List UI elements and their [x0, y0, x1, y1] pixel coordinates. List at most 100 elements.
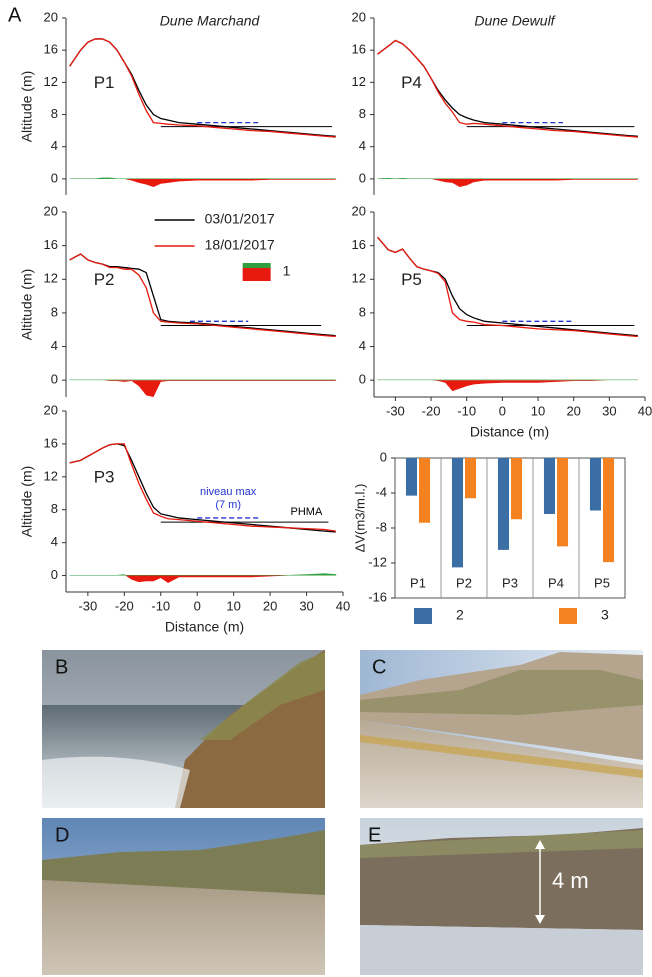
legend-swatch-positive: [242, 263, 271, 268]
difference-area-positive: [69, 177, 337, 179]
profile-line: [69, 38, 336, 138]
y-tick-label: 12: [44, 468, 58, 483]
photo: B: [42, 650, 325, 808]
profile-line: [377, 39, 638, 138]
y-tick-label: 16: [352, 42, 366, 57]
legend-swatch-negative: [242, 268, 271, 281]
legend-swatch: [559, 608, 577, 624]
photo-label: D: [55, 824, 69, 846]
difference-area-negative: [125, 575, 289, 583]
profile-label: P4: [401, 73, 422, 92]
bar: [419, 458, 431, 523]
difference-area-positive: [69, 573, 337, 576]
profile-line: [69, 443, 336, 532]
y-tick-label: 4: [51, 138, 58, 153]
profile-line: [377, 236, 638, 338]
bar: [451, 458, 463, 568]
y-tick-label: 12: [44, 74, 58, 89]
profile-line: [69, 253, 336, 337]
profile-label: P5: [401, 270, 422, 289]
bar: [465, 458, 477, 499]
y-tick-label: -4: [375, 484, 387, 499]
legend-label: 03/01/2017: [205, 211, 275, 227]
y-tick-label: 12: [352, 271, 366, 286]
x-axis-label: Distance (m): [165, 619, 244, 635]
y-tick-label: 8: [359, 304, 366, 319]
difference-area-positive: [69, 379, 337, 381]
photo-label: E: [368, 824, 381, 846]
category-label: P3: [502, 575, 518, 590]
y-tick-label: 4: [359, 338, 366, 353]
profile-label: P3: [94, 467, 115, 486]
y-tick-label: 0: [380, 449, 387, 464]
x-tick-label: 10: [226, 598, 240, 613]
bar: [589, 458, 601, 511]
y-axis-label: Altitude (m): [19, 71, 35, 143]
y-tick-label: 12: [352, 74, 366, 89]
chart-title: Dune Dewulf: [474, 13, 556, 29]
difference-area-positive: [377, 178, 639, 179]
x-tick-label: -20: [422, 403, 441, 418]
legend-label: 18/01/2017: [205, 237, 275, 253]
profile-label: P1: [94, 73, 115, 92]
y-tick-label: 8: [51, 304, 58, 319]
y-tick-label: 8: [51, 501, 58, 516]
y-tick-label: -16: [368, 589, 387, 604]
x-tick-label: 40: [336, 598, 350, 613]
x-tick-label: 20: [263, 598, 277, 613]
bar: [511, 458, 523, 520]
x-tick-label: 10: [531, 403, 545, 418]
x-tick-label: 0: [194, 598, 201, 613]
profile-label: P2: [94, 270, 115, 289]
y-axis-label: Altitude (m): [19, 466, 35, 538]
y-tick-label: 20: [44, 9, 58, 24]
category-label: P2: [456, 575, 472, 590]
x-tick-label: -10: [151, 598, 170, 613]
y-tick-label: 16: [44, 237, 58, 252]
y-tick-label: 0: [51, 567, 58, 582]
y-axis-label: ΔV(m3/m.l.): [352, 484, 367, 553]
category-label: P1: [410, 575, 426, 590]
bar: [603, 458, 615, 563]
legend-label: 2: [456, 607, 464, 623]
y-tick-label: 4: [51, 534, 58, 549]
arrow-heads: [535, 840, 545, 924]
y-tick-label: -12: [368, 554, 387, 569]
x-tick-label: -30: [78, 598, 97, 613]
y-tick-label: 8: [51, 106, 58, 121]
y-tick-label: 0: [359, 372, 366, 387]
y-tick-label: 16: [44, 435, 58, 450]
y-tick-label: 16: [352, 237, 366, 252]
photo-label: C: [372, 656, 386, 678]
y-tick-label: 8: [359, 106, 366, 121]
y-tick-label: 20: [44, 402, 58, 417]
x-tick-label: 30: [299, 598, 313, 613]
y-tick-label: 0: [51, 170, 58, 185]
category-label: P5: [594, 575, 610, 590]
profile-line: [69, 253, 336, 338]
legend-swatch: [414, 608, 432, 624]
x-tick-label: 30: [602, 403, 616, 418]
difference-area-negative: [69, 380, 336, 397]
bar: [557, 458, 569, 547]
difference-area-negative: [124, 178, 336, 187]
x-axis-label: Distance (m): [470, 424, 549, 440]
bar: [543, 458, 555, 514]
reference-label: PHMA: [291, 506, 323, 518]
reference-label: niveau max: [200, 486, 257, 498]
x-tick-label: 40: [638, 403, 652, 418]
x-tick-label: -30: [386, 403, 405, 418]
y-tick-label: 4: [51, 338, 58, 353]
difference-area-negative: [377, 380, 638, 392]
chart-title: Dune Marchand: [160, 13, 261, 29]
y-tick-label: 16: [44, 42, 58, 57]
panel-label: A: [8, 4, 22, 26]
y-tick-label: -8: [375, 519, 387, 534]
bar: [497, 458, 509, 550]
x-tick-label: -20: [115, 598, 134, 613]
y-tick-label: 20: [44, 203, 58, 218]
reference-sublabel: (7 m): [215, 499, 241, 511]
y-axis-label: Altitude (m): [19, 269, 35, 341]
